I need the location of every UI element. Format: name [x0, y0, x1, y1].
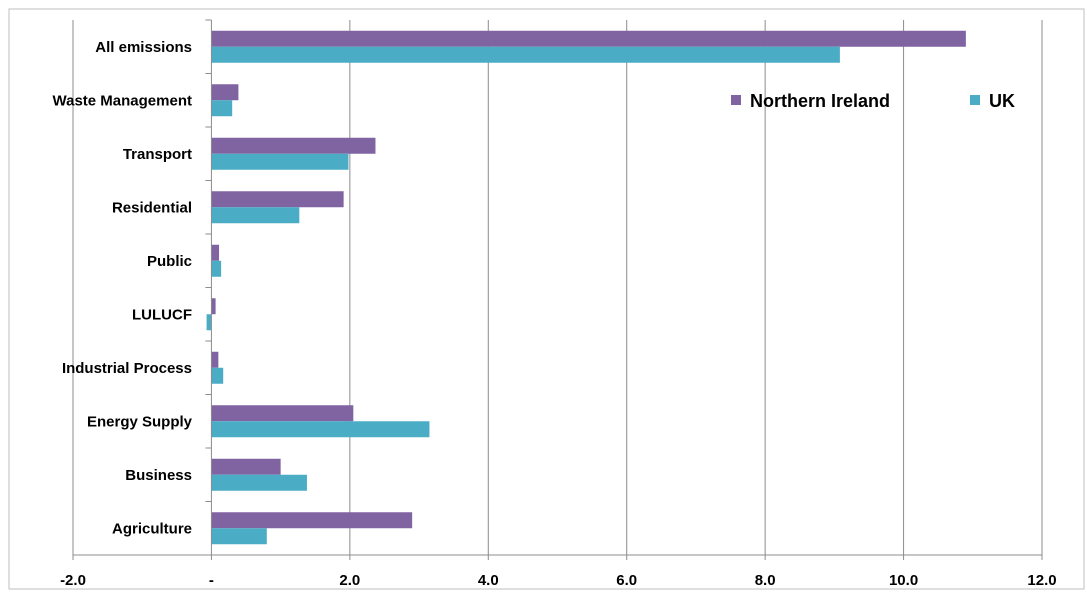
bar-lulucf-northern-ireland: [211, 298, 216, 315]
bar-energy-supply-northern-ireland: [211, 405, 354, 422]
category-label-business: Business: [125, 467, 192, 484]
category-label-all-emissions: All emissions: [95, 39, 192, 56]
x-tick-label-7: 12.0: [1027, 572, 1056, 589]
bar-public-northern-ireland: [211, 244, 220, 261]
x-tick-label-0: -2.0: [60, 572, 86, 589]
bar-industrial-process-northern-ireland: [211, 351, 219, 368]
x-tick-label-6: 10.0: [889, 572, 918, 589]
category-label-residential: Residential: [112, 199, 192, 216]
bar-residential-northern-ireland: [211, 191, 344, 208]
x-tick-label-5: 8.0: [755, 572, 776, 589]
bar-business-uk: [211, 474, 307, 491]
category-label-agriculture: Agriculture: [112, 520, 192, 537]
bar-transport-uk: [211, 153, 349, 170]
x-tick-label-1: -: [209, 572, 214, 589]
category-label-public: Public: [147, 253, 192, 270]
tick-labels: -2.0-2.0 4.0 6.0 8.0 10.0 12.0: [60, 572, 1057, 589]
legend-swatch-uk: [970, 95, 980, 105]
bar-waste-management-northern-ireland: [211, 84, 239, 101]
bar-industrial-process-uk: [211, 367, 224, 384]
category-label-transport: Transport: [123, 146, 192, 163]
category-label-energy-supply: Energy Supply: [87, 413, 193, 430]
chart-border: [8, 8, 1085, 590]
axes: [72, 19, 1043, 560]
bar-residential-uk: [211, 207, 300, 224]
bars: [206, 30, 966, 545]
legend: Northern Ireland UK: [731, 91, 1015, 111]
bar-agriculture-northern-ireland: [211, 512, 413, 529]
bar-transport-northern-ireland: [211, 137, 376, 154]
bar-all-emissions-uk: [211, 46, 840, 63]
bar-energy-supply-uk: [211, 421, 430, 438]
bar-agriculture-uk: [211, 528, 267, 545]
bar-lulucf-uk: [206, 314, 212, 331]
gridlines: [72, 20, 1043, 555]
bar-all-emissions-northern-ireland: [211, 30, 966, 47]
legend-swatch-northern-ireland: [731, 95, 741, 105]
category-label-industrial-process: Industrial Process: [62, 360, 192, 377]
bar-public-uk: [211, 260, 222, 277]
x-tick-label-4: 6.0: [616, 572, 637, 589]
x-tick-label-2: 2.0: [339, 572, 360, 589]
x-tick-label-3: 4.0: [478, 572, 499, 589]
bar-waste-management-uk: [211, 100, 233, 117]
category-labels: Agriculture Business Energy Supply Industri…: [53, 39, 193, 538]
category-label-lulucf: LULUCF: [132, 306, 192, 323]
legend-label-uk: UK: [989, 91, 1015, 111]
legend-label-northern-ireland: Northern Ireland: [750, 91, 890, 111]
category-label-waste-management: Waste Management: [53, 92, 192, 109]
bar-business-northern-ireland: [211, 458, 281, 475]
